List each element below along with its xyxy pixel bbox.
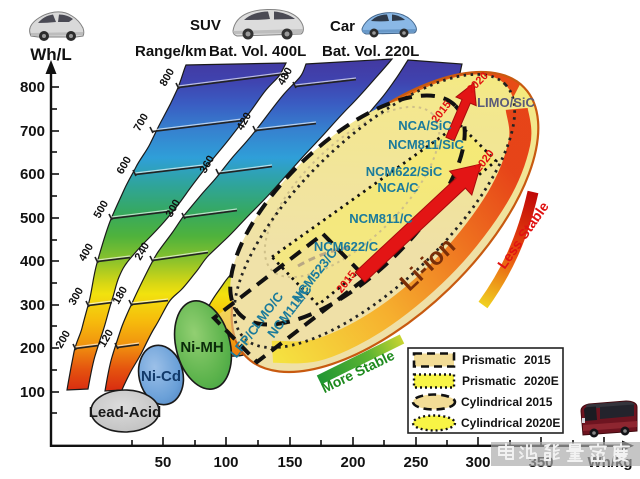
- svg-text:100: 100: [20, 384, 45, 401]
- svg-text:600: 600: [115, 155, 135, 177]
- svg-text:100: 100: [213, 454, 238, 471]
- svg-text:400: 400: [77, 242, 97, 264]
- svg-text:2020E: 2020E: [524, 374, 559, 388]
- svg-text:150: 150: [277, 454, 302, 471]
- svg-text:Bat. Vol. 220L: Bat. Vol. 220L: [322, 43, 419, 60]
- svg-text:400: 400: [20, 253, 45, 270]
- svg-text:300: 300: [465, 454, 490, 471]
- svg-text:NCM622/C: NCM622/C: [314, 239, 379, 254]
- svg-text:Lead-Acid: Lead-Acid: [89, 404, 162, 421]
- svg-text:Wh/L: Wh/L: [30, 45, 72, 64]
- svg-text:Bat. Vol. 400L: Bat. Vol. 400L: [209, 43, 306, 60]
- svg-text:200: 200: [340, 454, 365, 471]
- svg-text:600: 600: [20, 166, 45, 183]
- svg-text:700: 700: [132, 112, 152, 134]
- svg-text:Ni-MH: Ni-MH: [180, 339, 223, 356]
- svg-text:Ni-Cd: Ni-Cd: [141, 368, 181, 385]
- svg-text:300: 300: [20, 297, 45, 314]
- svg-text:NCM811/C: NCM811/C: [349, 211, 413, 226]
- svg-text:700: 700: [20, 123, 45, 140]
- svg-text:LIMO/SiC: LIMO/SiC: [477, 95, 535, 110]
- svg-text:50: 50: [155, 454, 172, 471]
- svg-text:250: 250: [403, 454, 428, 471]
- svg-text:200: 200: [54, 329, 74, 351]
- svg-text:NCM622/SiC: NCM622/SiC: [366, 164, 443, 179]
- svg-text:Cylindrical 2020E: Cylindrical 2020E: [461, 416, 560, 430]
- svg-text:Car: Car: [330, 18, 355, 35]
- svg-text:200: 200: [20, 340, 45, 357]
- svg-text:500: 500: [20, 210, 45, 227]
- svg-text:800: 800: [20, 79, 45, 96]
- svg-text:Range/km: Range/km: [135, 43, 207, 60]
- svg-text:Prismatic: Prismatic: [462, 374, 516, 388]
- svg-text:2015: 2015: [524, 353, 551, 367]
- svg-text:NCM811/SiC: NCM811/SiC: [388, 137, 464, 152]
- svg-text:NCA/C: NCA/C: [377, 180, 419, 195]
- svg-text:Cylindrical 2015: Cylindrical 2015: [461, 395, 553, 409]
- svg-text:Prismatic: Prismatic: [462, 353, 516, 367]
- svg-text:300: 300: [67, 286, 87, 308]
- svg-text:500: 500: [92, 199, 112, 221]
- svg-text:NCA/SiC: NCA/SiC: [398, 118, 452, 133]
- svg-text:SUV: SUV: [190, 17, 221, 34]
- svg-text:800: 800: [158, 67, 178, 89]
